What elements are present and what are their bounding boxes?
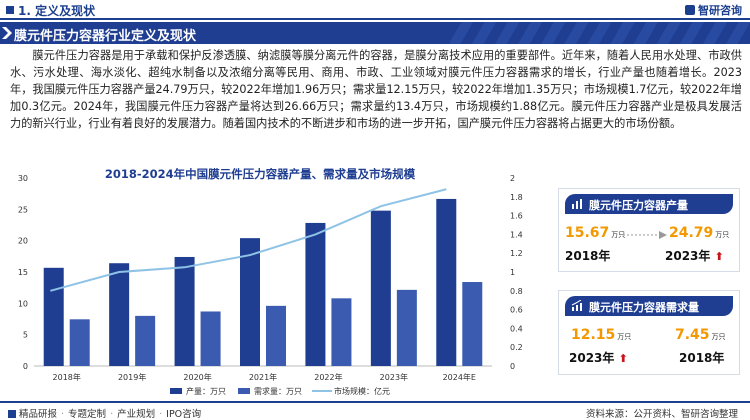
- legend-label-1: 需求量：万只: [254, 386, 302, 396]
- right-axis-tick: 0: [510, 362, 515, 371]
- footer-divider: [0, 401, 750, 403]
- x-tick-label: 2021年: [249, 372, 277, 382]
- right-axis-tick: 1.6: [510, 212, 523, 221]
- up-arrow-icon: ⬆: [714, 250, 724, 263]
- x-tick-label: 2023年: [380, 372, 408, 382]
- right-axis-tick: 0.2: [510, 343, 523, 352]
- footer-link-planning[interactable]: 产业规划: [117, 409, 156, 420]
- right-axis-tick: 1: [510, 268, 515, 277]
- demand-2023-unit: 万只: [617, 333, 632, 341]
- x-tick-label: 2022年: [314, 372, 342, 382]
- x-tick-label: 2018年: [53, 372, 81, 382]
- top-divider: [0, 18, 750, 20]
- combo-chart: 0 5 10 15 20 25 30 0 0.2 0.4 0.6 0.8 1 1.2 1.4 1.6 1.8 2 2…: [18, 174, 523, 396]
- section-title: 1. 定义及现状: [6, 2, 95, 19]
- output-2023-value: 24.79 万只: [669, 225, 729, 241]
- source-note: 资料来源：公开资料、智研咨询整理: [585, 409, 738, 420]
- arrow-right-icon: [623, 231, 667, 239]
- right-axis-tick: 1.2: [510, 249, 523, 258]
- x-tick-label: 2024年E: [443, 372, 476, 382]
- output-2018-value: 15.67 万只: [565, 225, 625, 241]
- demand-2023-number: 12.15: [571, 327, 616, 343]
- demand-2018-number: 7.45: [675, 327, 710, 343]
- left-axis-tick: 0: [23, 362, 28, 371]
- banner-decoration: [450, 22, 750, 44]
- output-2023-unit: 万只: [715, 231, 730, 239]
- section-title-text: 1. 定义及现状: [18, 4, 96, 18]
- right-axis-tick: 0.4: [510, 324, 523, 333]
- output-2018-number: 15.67: [565, 225, 610, 241]
- left-axis-tick: 30: [18, 174, 28, 183]
- demand-2023-year-wrap: 2023年 ⬆: [569, 349, 628, 366]
- legend-label-2: 市场规模：亿元: [334, 386, 390, 396]
- bar-output-3: [240, 238, 260, 366]
- brand-logo-icon: [685, 5, 695, 15]
- demand-2018-unit: 万只: [711, 333, 726, 341]
- footer-link-reports[interactable]: 精品研报: [19, 409, 58, 420]
- bar-output-6: [436, 198, 457, 366]
- bar-output-0: [43, 267, 64, 366]
- left-axis-tick: 15: [18, 268, 28, 277]
- chart-title: 2018-2024年中国膜元件压力容器产量、需求量及市场规模: [104, 167, 416, 181]
- line-market-size: [50, 188, 447, 292]
- legend-label-0: 产量：万只: [186, 386, 226, 396]
- left-axis-tick: 10: [18, 299, 28, 308]
- demand-2023-value: 12.15 万只: [571, 327, 631, 343]
- bar-demand-3: [266, 305, 286, 366]
- demand-2023-year: 2023年: [569, 351, 615, 365]
- legend-swatch-1: [238, 388, 250, 394]
- bar-demand-5: [396, 289, 417, 366]
- chevron-right-icon: [2, 27, 12, 39]
- bar-demand-1: [135, 315, 156, 366]
- square-icon: [8, 410, 16, 418]
- title-banner: 膜元件压力容器行业定义及现状: [0, 22, 750, 44]
- output-2023-year: 2023年: [665, 249, 711, 263]
- output-2023-number: 24.79: [669, 225, 714, 241]
- right-axis-tick: 2: [510, 174, 515, 183]
- up-arrow-icon: ⬆: [618, 352, 628, 365]
- output-2023-year-wrap: 2023年 ⬆: [665, 247, 724, 264]
- banner-title: 膜元件压力容器行业定义及现状: [14, 29, 197, 44]
- demand-card: 膜元件压力容器需求量 12.15 万只 2023年 ⬆ 7.45 万只 2018年: [558, 290, 740, 375]
- output-card-header: 膜元件压力容器产量: [565, 194, 733, 214]
- footer-link-ipo[interactable]: IPO咨询: [166, 409, 202, 420]
- demand-card-header: 膜元件压力容器需求量: [565, 296, 733, 316]
- output-2018-year: 2018年: [565, 249, 611, 263]
- left-axis-tick: 25: [18, 205, 28, 214]
- right-axis-tick: 1.8: [510, 193, 523, 202]
- output-2018-unit: 万只: [611, 231, 626, 239]
- bar-output-5: [370, 210, 391, 366]
- right-axis-tick: 1.4: [510, 230, 523, 239]
- demand-card-title: 膜元件压力容器需求量: [589, 301, 699, 314]
- square-icon: [6, 6, 14, 14]
- footer-link-custom[interactable]: 专题定制: [68, 409, 107, 420]
- brand-name: 智研咨询: [698, 4, 742, 17]
- bar-output-1: [109, 263, 130, 366]
- trend-chart-icon: [571, 300, 582, 311]
- x-tick-label: 2020年: [183, 372, 211, 382]
- bar-demand-2: [200, 311, 221, 366]
- demand-2018-year: 2018年: [679, 351, 725, 365]
- description-paragraph: 膜元件压力容器是用于承载和保护反渗透膜、纳滤膜等膜分离元件的容器，是膜分离技术应…: [10, 49, 742, 130]
- bar-output-2: [174, 256, 195, 366]
- output-card-title: 膜元件压力容器产量: [589, 199, 688, 212]
- brand-logo: 智研咨询: [685, 2, 742, 18]
- right-axis-tick: 0.6: [510, 306, 523, 315]
- bar-demand-0: [69, 319, 90, 366]
- footer: 精品研报 · 专题定制 · 产业规划 · IPO咨询 资料来源：公开资料、智研咨询整理: [0, 404, 750, 420]
- bar-output-4: [305, 222, 326, 366]
- footer-links: 精品研报 · 专题定制 · 产业规划 · IPO咨询: [8, 406, 201, 420]
- x-tick-label: 2019年: [118, 372, 146, 382]
- legend-swatch-0: [170, 388, 182, 394]
- demand-2018-value: 7.45 万只: [675, 327, 726, 343]
- right-axis-tick: 0.8: [510, 287, 523, 296]
- left-axis-tick: 5: [23, 331, 28, 340]
- left-axis-tick: 20: [18, 237, 28, 246]
- bar-demand-6: [462, 282, 483, 366]
- output-card: 膜元件压力容器产量 15.67 万只 2018年 24.79 万只 2023年 ⬆: [558, 188, 740, 272]
- bar-demand-4: [331, 298, 352, 366]
- bar-chart-icon: [572, 199, 582, 209]
